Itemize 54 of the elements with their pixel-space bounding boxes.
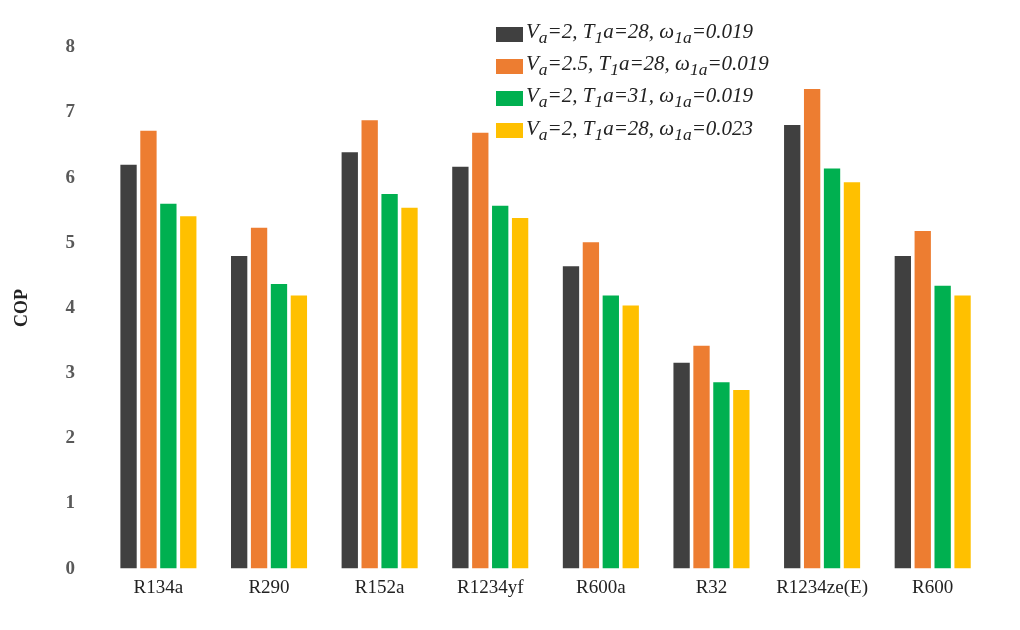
bar — [562, 266, 580, 569]
bar — [381, 193, 398, 569]
y-tick-label: 0 — [65, 556, 76, 578]
bar — [160, 203, 177, 569]
bar — [120, 164, 137, 569]
bar — [582, 242, 600, 569]
legend-label: V$_{a}$=2, T$_{1}$a=28, ω$_{1a}$=0.019 — [526, 18, 754, 50]
legend-label: V$_{a}$=2.5, T$_{1}$a=28, ω$_{1a}$=0.019 — [526, 50, 769, 82]
bar — [401, 207, 418, 569]
x-tick-label: R32 — [695, 575, 728, 597]
bar — [784, 124, 801, 569]
bar — [290, 295, 308, 569]
x-tick-label: R134a — [133, 575, 184, 597]
bar — [270, 283, 288, 569]
bar — [733, 390, 750, 569]
bar — [492, 205, 509, 569]
bar — [843, 182, 861, 569]
y-tick-label: 4 — [65, 295, 76, 317]
bar — [230, 255, 248, 569]
x-tick-label: R600a — [576, 575, 627, 597]
bar — [341, 152, 358, 569]
y-tick-label: 3 — [65, 361, 76, 383]
bar — [934, 285, 951, 569]
x-tick-label: R1234ze(E) — [776, 575, 868, 598]
y-tick-label: 5 — [65, 230, 76, 252]
x-tick-label: R600 — [912, 575, 954, 597]
bar — [602, 295, 619, 569]
bar — [914, 231, 931, 569]
x-tick-label: R1234yf — [456, 575, 525, 597]
y-tick-label: 1 — [65, 491, 76, 513]
bar — [511, 218, 529, 569]
bar — [803, 89, 821, 569]
x-tick-label: R290 — [248, 575, 290, 597]
bar — [713, 382, 730, 569]
bar — [140, 130, 157, 569]
bar — [472, 132, 489, 569]
bar — [894, 255, 911, 569]
bar — [954, 295, 971, 569]
legend-label: V$_{a}$=2, T$_{1}$a=31, ω$_{1a}$=0.019 — [526, 82, 754, 114]
x-tick-label: R152a — [354, 575, 405, 597]
bar — [823, 168, 841, 569]
bar — [693, 345, 710, 569]
y-axis-title: COP — [11, 289, 32, 327]
bar — [452, 166, 469, 569]
bar — [250, 227, 268, 569]
y-tick-label: 7 — [65, 100, 76, 122]
y-tick-label: 8 — [65, 35, 76, 57]
y-tick-label: 2 — [65, 426, 76, 448]
y-tick-label: 6 — [65, 165, 76, 187]
bar — [622, 305, 639, 569]
bar — [361, 120, 378, 569]
bar — [180, 216, 197, 569]
legend-label: V$_{a}$=2, T$_{1}$a=28, ω$_{1a}$=0.023 — [526, 114, 754, 146]
bar — [673, 362, 690, 569]
